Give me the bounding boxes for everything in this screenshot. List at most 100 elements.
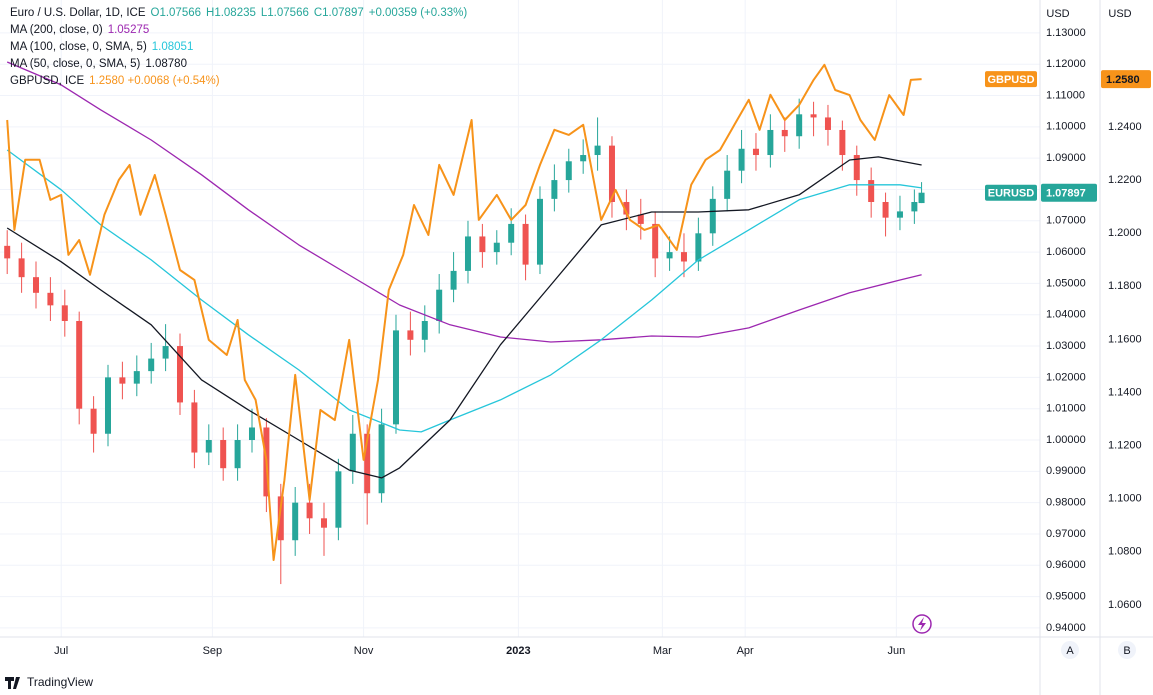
candle-body: [191, 402, 198, 453]
overlay-line: [6, 156, 922, 479]
x-tick-label: Apr: [737, 645, 754, 657]
candle-body: [810, 114, 817, 118]
logo-mark: [5, 677, 20, 689]
legend-title: Euro / U.S. Dollar, 1D, ICE: [10, 7, 146, 19]
candle-body: [666, 252, 673, 259]
tag-box: [985, 184, 1037, 201]
x-tick-label: Mar: [653, 645, 672, 657]
candle-body: [407, 330, 414, 340]
scale-button[interactable]: [1118, 641, 1136, 659]
candle-body: [292, 502, 299, 541]
candle-body: [4, 245, 11, 259]
candle-body: [680, 252, 687, 262]
logo-text: TradingView: [27, 675, 93, 689]
candle-body: [709, 198, 716, 234]
y2-tick-label: 1.0800: [1108, 546, 1142, 558]
candle-body: [853, 155, 860, 181]
candle-body: [436, 289, 443, 322]
candle-body: [421, 321, 428, 340]
candle-body: [76, 321, 83, 409]
y2-tick-label: 1.2200: [1108, 174, 1142, 186]
candle-body: [493, 242, 500, 253]
candle-body: [248, 427, 255, 441]
y-tick-label: 1.09000: [1046, 152, 1086, 164]
x-tick-label: 2023: [506, 645, 530, 657]
candle-body: [479, 236, 486, 253]
candle-body: [882, 201, 889, 218]
candle-body: [234, 440, 241, 469]
y2-tick-label: 1.1000: [1108, 493, 1142, 505]
candle-body: [752, 148, 759, 156]
price-box: [1041, 183, 1097, 202]
scale-button-label[interactable]: A: [1066, 645, 1074, 657]
y-tick-label: 1.12000: [1046, 58, 1086, 70]
candle-body: [565, 161, 572, 181]
candle-body: [781, 129, 788, 137]
price-label: 1.2580: [1106, 74, 1140, 86]
y-tick-label: 1.06000: [1046, 246, 1086, 258]
legend-value: 1.2580 +0.0068 (+0.54%): [89, 75, 220, 87]
y2-tick-label: 1.1800: [1108, 280, 1142, 292]
axis-unit: USD: [1108, 8, 1131, 20]
candle-body: [695, 233, 702, 262]
legend-value: O1.07566: [150, 7, 202, 19]
x-tick-label: Sep: [203, 645, 223, 657]
alert-icon[interactable]: [912, 614, 932, 634]
legend-row: MA (200, close, 0) 1.05275: [10, 22, 472, 39]
x-tick-label: Jun: [887, 645, 905, 657]
y2-tick-label: 1.2400: [1108, 121, 1142, 133]
candle-body: [277, 496, 284, 541]
y-tick-label: 1.00000: [1046, 434, 1086, 446]
candle-body: [90, 408, 97, 434]
tag-label: EURUSD: [988, 188, 1035, 200]
candle-body: [594, 145, 601, 156]
scale-button-label[interactable]: B: [1123, 645, 1130, 657]
candle-body: [911, 201, 918, 212]
candle-body: [551, 180, 558, 199]
candle-body: [623, 201, 630, 215]
candle-body: [104, 377, 111, 434]
legend-name: MA (200, close, 0): [10, 24, 103, 36]
candle-body: [738, 148, 745, 171]
y-tick-label: 1.03000: [1046, 340, 1086, 352]
y-tick-label: 0.97000: [1046, 528, 1086, 540]
price-box: [1101, 70, 1151, 89]
candle-body: [364, 433, 371, 494]
candle-body: [464, 236, 471, 271]
y2-tick-label: 1.1600: [1108, 333, 1142, 345]
legend-row: MA (50, close, 0, SMA, 5) 1.08780: [10, 56, 472, 73]
legend-value: 1.05275: [107, 24, 150, 36]
legend-name: MA (100, close, 0, SMA, 5): [10, 41, 147, 53]
candle-body: [637, 214, 644, 224]
candle-body: [162, 346, 169, 359]
y-tick-label: 1.13000: [1046, 27, 1086, 39]
candle-body: [32, 277, 39, 293]
candle-body: [450, 270, 457, 290]
price-label: 1.07897: [1046, 188, 1086, 200]
candle-body: [580, 155, 587, 162]
candle-body: [335, 471, 342, 528]
legend-value: C1.07897: [313, 7, 364, 19]
y-tick-label: 0.94000: [1046, 622, 1086, 634]
legend-name: MA (50, close, 0, SMA, 5): [10, 58, 141, 70]
overlay-line: [6, 149, 922, 433]
candle-body: [796, 114, 803, 137]
candle-body: [220, 440, 227, 469]
candle-body: [724, 170, 731, 199]
candle-body: [896, 211, 903, 218]
legend-value: 1.08780: [145, 58, 187, 70]
y-tick-label: 1.02000: [1046, 371, 1086, 383]
overlay-line: [6, 61, 922, 343]
legend-row: Euro / U.S. Dollar, 1D, ICE O1.07566 H1.08…: [10, 5, 472, 22]
x-tick-label: Jul: [54, 645, 68, 657]
y2-tick-label: 1.1200: [1108, 439, 1142, 451]
candle-body: [767, 129, 774, 156]
tag-box: [985, 71, 1037, 88]
legend-value: L1.07566: [260, 7, 309, 19]
candle-body: [378, 424, 385, 494]
scale-button[interactable]: [1061, 641, 1079, 659]
y-tick-label: 1.07000: [1046, 215, 1086, 227]
